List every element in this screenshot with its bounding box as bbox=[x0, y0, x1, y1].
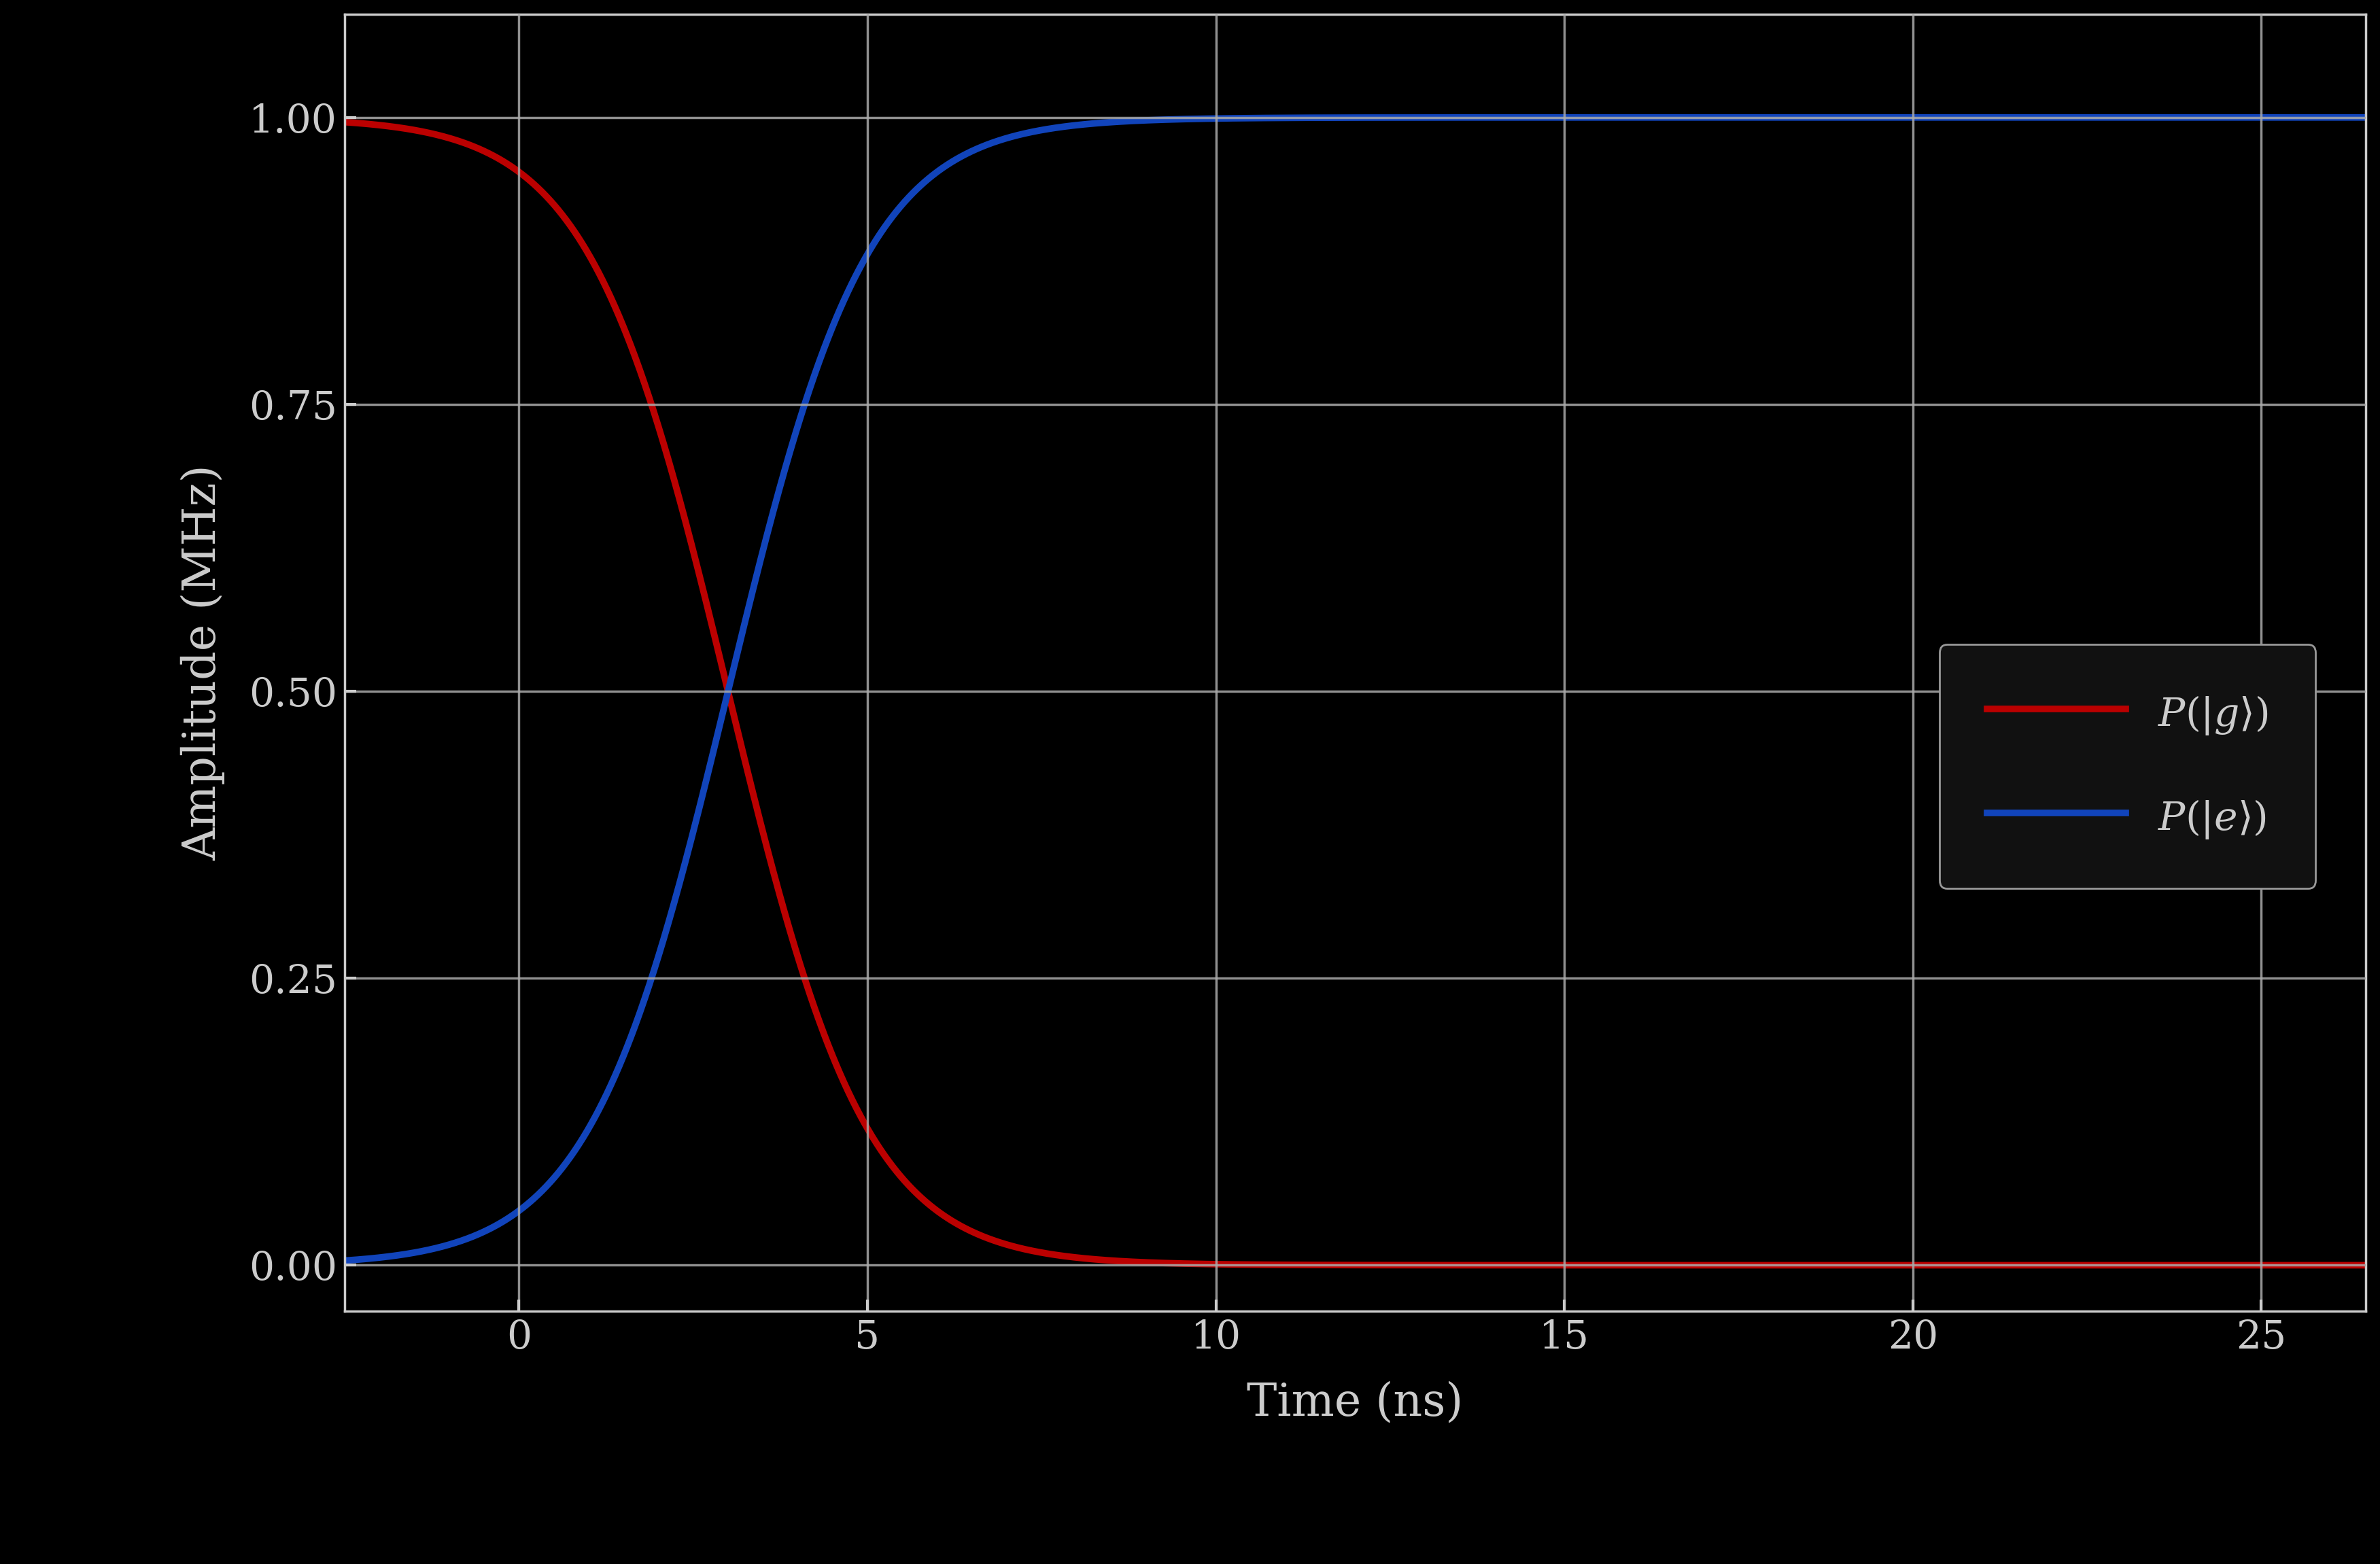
X-axis label: Time (ns): Time (ns) bbox=[1247, 1381, 1464, 1425]
Y-axis label: Amplitude (MHz): Amplitude (MHz) bbox=[181, 465, 226, 860]
Legend: $P(|g\rangle)$, $P(|e\rangle)$: $P(|g\rangle)$, $P(|e\rangle)$ bbox=[1940, 644, 2316, 888]
